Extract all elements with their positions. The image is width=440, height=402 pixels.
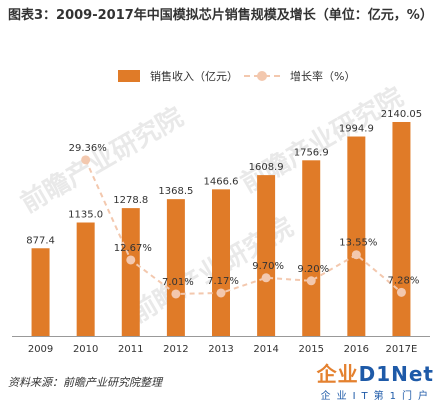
- x-tick-2010: 2010: [73, 344, 98, 355]
- growth-point-2015: [306, 276, 316, 286]
- bar-2010: [76, 222, 95, 336]
- x-tick-2009: 2009: [28, 344, 53, 355]
- bar-2015: [302, 160, 321, 336]
- growth-point-2014: [261, 273, 271, 283]
- bar-label-2017E: 2140.05: [381, 109, 422, 120]
- legend-label-revenue: 销售收入（亿元）: [150, 70, 238, 83]
- growth-label-2010: 29.36%: [69, 143, 107, 154]
- bar-2012: [166, 199, 185, 336]
- growth-label-2017E: 7.28%: [388, 275, 420, 286]
- bar-2011: [121, 208, 140, 336]
- brand-logo: 企业D1Net: [316, 362, 434, 386]
- legend-item-revenue: 销售收入（亿元）: [118, 68, 238, 84]
- growth-point-2017E: [396, 287, 406, 297]
- legend-line-swatch: [244, 70, 280, 82]
- bar-2017E: [392, 121, 411, 337]
- bar-label-2015: 1756.9: [294, 147, 329, 158]
- bar-2009: [31, 248, 50, 336]
- source-note: 资料来源：前瞻产业研究院整理: [8, 376, 162, 389]
- bar-2016: [347, 136, 366, 336]
- chart-title: 图表3：2009-2017年中国模拟芯片销售规模及增长（单位：亿元，%）: [8, 8, 433, 23]
- growth-point-2013: [216, 288, 226, 298]
- brand-tagline: 企业IT第1门户: [320, 391, 434, 402]
- bar-label-2013: 1466.6: [204, 176, 239, 187]
- x-tick-2013: 2013: [208, 344, 233, 355]
- growth-point-2016: [351, 250, 361, 260]
- growth-label-2015: 9.20%: [297, 264, 329, 275]
- bar-label-2012: 1368.5: [158, 186, 193, 197]
- bar-label-2009: 877.4: [26, 235, 55, 246]
- growth-label-2011: 12.67%: [114, 243, 152, 254]
- bar-2013: [212, 189, 230, 336]
- bar-label-2011: 1278.8: [113, 195, 148, 206]
- growth-label-2014: 9.70%: [252, 261, 284, 272]
- growth-point-2012: [171, 289, 181, 299]
- x-tick-2015: 2015: [298, 344, 323, 355]
- legend: 销售收入（亿元） 增长率（%）: [0, 68, 440, 88]
- growth-label-2012: 7.01%: [162, 277, 194, 288]
- x-tick-2012: 2012: [163, 344, 188, 355]
- x-tick-2011: 2011: [118, 344, 143, 355]
- growth-label-2013: 7.17%: [207, 276, 239, 287]
- growth-point-2011: [126, 255, 136, 265]
- growth-point-2010: [81, 155, 91, 165]
- footer-brand: 企业D1Net 企业IT第1门户: [317, 358, 434, 402]
- growth-label-2016: 13.55%: [339, 238, 377, 249]
- x-tick-2017E: 2017E: [386, 344, 418, 355]
- legend-label-growth: 增长率（%）: [290, 70, 356, 83]
- x-tick-2014: 2014: [253, 344, 278, 355]
- growth-line: [84, 159, 403, 295]
- bar-label-2016: 1994.9: [339, 124, 374, 135]
- bar-2014: [257, 175, 276, 336]
- legend-bar-swatch: [118, 70, 140, 82]
- x-tick-2016: 2016: [344, 344, 369, 355]
- bar-label-2014: 1608.9: [249, 162, 284, 173]
- legend-item-growth: 增长率（%）: [244, 68, 355, 84]
- bar-label-2010: 1135.0: [68, 210, 103, 221]
